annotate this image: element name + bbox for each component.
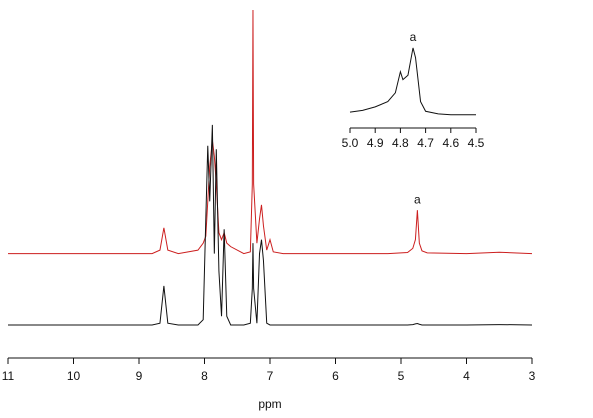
spectrum-line (8, 9, 533, 255)
x-tick-label: 4.6 (442, 136, 459, 150)
spectrum-line (349, 47, 476, 116)
x-tick-label: 6 (332, 369, 339, 383)
x-tick-label: 4 (463, 369, 470, 383)
x-tick-label: 10 (67, 369, 81, 383)
x-tick-label: 5 (398, 369, 405, 383)
x-tick-label: 4.9 (367, 136, 384, 150)
x-tick-label: 11 (2, 369, 15, 383)
x-axis-label: ppm (258, 397, 281, 411)
spectrum-line (8, 124, 533, 326)
peak-annotation: a (414, 192, 421, 206)
x-tick-label: 4.7 (417, 136, 434, 150)
x-tick-label: 8 (201, 369, 208, 383)
x-tick-label: 4.5 (468, 136, 485, 150)
x-tick-label: 9 (136, 369, 143, 383)
x-tick-label: 4.8 (392, 136, 409, 150)
x-tick-label: 3 (529, 369, 536, 383)
peak-annotation: a (410, 30, 417, 44)
x-tick-label: 7 (267, 369, 274, 383)
x-tick-label: 5.0 (342, 136, 359, 150)
